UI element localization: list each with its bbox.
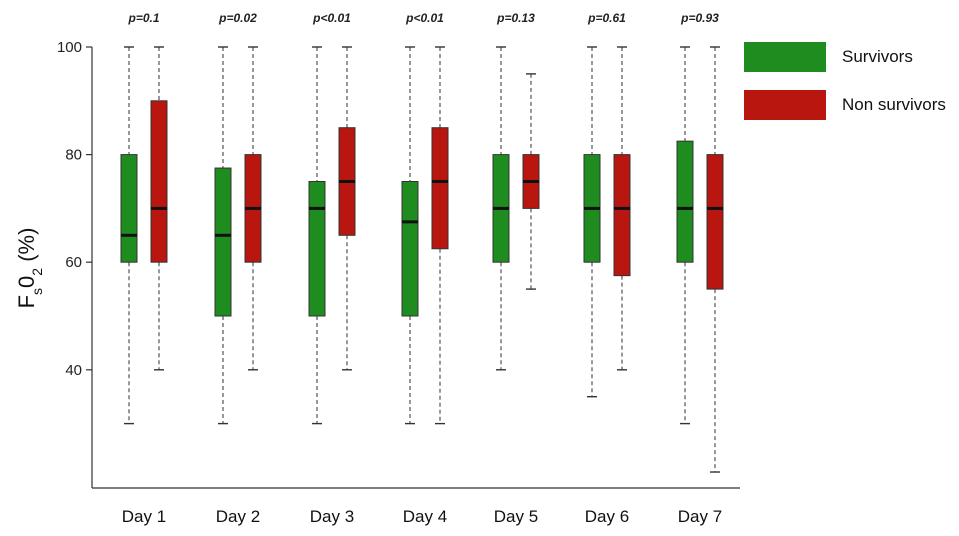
p-value-label: p<0.01: [312, 11, 351, 25]
x-tick-label: Day 1: [122, 507, 166, 526]
box-iqr: [613, 154, 631, 277]
box-non-survivors-1: [150, 46, 168, 371]
box-non-survivors-7: [706, 46, 724, 473]
box-survivors-7: [676, 46, 694, 425]
y-tick-label: 100: [57, 39, 82, 56]
labels: Fs02 (%) Day 1 Day 2 Day 3 Day 4 Day 5 Day 6 Da…: [14, 11, 722, 526]
p-value-label: p=0.02: [218, 11, 257, 25]
x-tick-label: Day 5: [494, 507, 538, 526]
box-iqr: [706, 154, 724, 290]
box-non-survivors-4: [431, 46, 449, 425]
x-tick-label: Day 7: [678, 507, 722, 526]
box-iqr: [120, 154, 138, 263]
legend: Survivors Non survivors: [744, 42, 946, 120]
y-tick-label: 80: [65, 147, 82, 164]
p-value-label: p=0.13: [496, 11, 535, 25]
box-series: [120, 46, 724, 473]
x-tick-label: Day 4: [403, 507, 447, 526]
x-tick-label: Day 2: [216, 507, 260, 526]
box-survivors-6: [583, 46, 601, 398]
box-iqr: [431, 127, 449, 250]
y-tick-label: 40: [65, 362, 82, 379]
legend-swatch-survivors: [744, 42, 826, 72]
box-survivors-2: [214, 46, 232, 425]
box-survivors-5: [492, 46, 510, 371]
box-iqr: [401, 181, 419, 317]
p-value-label: p<0.01: [405, 11, 444, 25]
box-non-survivors-2: [244, 46, 262, 371]
y-axis-label: Fs02 (%): [14, 228, 45, 309]
legend-label-survivors: Survivors: [842, 47, 913, 66]
axes: 40 60 80 100: [57, 39, 740, 489]
legend-label-non-survivors: Non survivors: [842, 95, 946, 114]
box-survivors-3: [308, 46, 326, 425]
box-iqr: [150, 100, 168, 263]
box-survivors-4: [401, 46, 419, 425]
x-tick-label: Day 3: [310, 507, 354, 526]
box-survivors-1: [120, 46, 138, 425]
box-iqr: [676, 140, 694, 263]
y-tick-label: 60: [65, 254, 82, 271]
box-non-survivors-6: [613, 46, 631, 371]
p-value-label: p=0.1: [127, 11, 159, 25]
p-value-label: p=0.93: [680, 11, 719, 25]
box-non-survivors-5: [522, 73, 540, 290]
p-value-label: p=0.61: [587, 11, 626, 25]
box-non-survivors-3: [338, 46, 356, 371]
box-iqr: [308, 181, 326, 317]
x-tick-label: Day 6: [585, 507, 629, 526]
box-iqr: [214, 167, 232, 317]
legend-swatch-non-survivors: [744, 90, 826, 120]
